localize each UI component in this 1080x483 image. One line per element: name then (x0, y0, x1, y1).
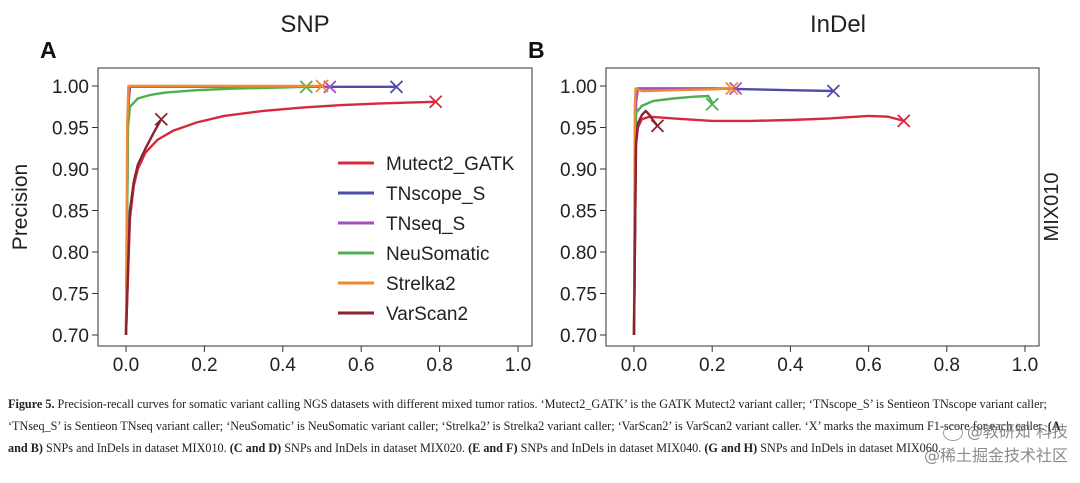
caption-ref-cd: (C and D) (229, 441, 282, 455)
watermark-line-1: @教研知 科技 (966, 422, 1068, 441)
panel-a-xtick-label: 0.4 (270, 355, 297, 376)
caption-text-2: SNPs and InDels in dataset MIX010. (42, 441, 230, 455)
panel-a-xtick-label: 0.2 (191, 355, 217, 376)
watermark-line-2: @稀土掘金技术社区 (923, 446, 1068, 465)
panel-b-series-varscan2 (632, 109, 659, 336)
panel-b-xtick-label: 0.6 (855, 355, 881, 376)
panel-b-best-f1-marker-neusomatic (705, 97, 719, 111)
caption-ref-ef: (E and F) (468, 441, 518, 455)
panel-a-series-varscan2 (124, 118, 163, 336)
legend-label-tnseq-s: TNseq_S (386, 214, 465, 235)
panel-a-ytick-label: 0.75 (52, 285, 89, 306)
panel-b-ytick-label: 0.80 (560, 243, 597, 264)
panel-a-xtick-label: 1.0 (505, 355, 531, 376)
panel-a-ytick-label: 0.90 (52, 160, 89, 181)
panel-b-frame (605, 67, 1040, 347)
panel-b-ytick-label: 1.00 (560, 77, 597, 98)
wechat-icon (942, 424, 963, 441)
panel-b-xtick-label: 0.4 (777, 355, 804, 376)
panel-b-xtick-label: 0.0 (621, 355, 647, 376)
panel-a-series-neusomatic (124, 85, 307, 336)
panel-a-xtick-label: 0.0 (113, 355, 139, 376)
panel-b-title: InDel (810, 11, 866, 38)
panel-b-ytick-label: 0.95 (560, 119, 597, 140)
panel-a-xtick-label: 0.8 (426, 355, 452, 376)
legend-label-tnscope-s: TNscope_S (386, 184, 485, 205)
legend-label-varscan2: VarScan2 (386, 304, 468, 325)
legend-label-strelka2: Strelka2 (386, 274, 456, 295)
caption-text-5: SNPs and InDels in dataset MIX060. (757, 441, 942, 455)
panel-b-series-tnseq-s (632, 87, 736, 336)
panel-a-best-f1-marker-varscan2 (154, 112, 168, 126)
legend-label-neusomatic: NeuSomatic (386, 244, 490, 265)
panel-a-ytick-label: 0.85 (52, 202, 89, 223)
caption-text-4: SNPs and InDels in dataset MIX040. (517, 441, 705, 455)
panel-b-xtick-label: 0.8 (934, 355, 960, 376)
panel-b-series-strelka2 (632, 87, 732, 336)
panel-a-best-f1-marker-tnscope-s (389, 80, 404, 94)
panel-a-best-f1-marker-mutect2-gatk (429, 95, 443, 109)
panel-b-best-f1-marker-tnscope-s (826, 84, 841, 98)
panel-a-best-f1-marker-strelka2 (315, 79, 329, 93)
panel-b-best-f1-marker-tnseq-s (729, 81, 743, 96)
panel-a-xtick-label: 0.6 (348, 355, 374, 376)
panel-b-best-f1-marker-strelka2 (725, 81, 739, 96)
legend-label-mutect2-gatk: Mutect2_GATK (386, 154, 515, 175)
panel-b-side-label: MIX010 (1041, 173, 1063, 242)
panel-a-ytick-label: 1.00 (52, 77, 89, 98)
panel-b-series-mutect2-gatk (632, 114, 905, 336)
panel-b-ytick-label: 0.85 (560, 202, 597, 223)
panel-b-letter: B (528, 37, 545, 63)
panel-a-letter: A (40, 37, 57, 63)
figure-5-precision-recall: SNP A 0.70 0.75 0.80 0.85 0.90 0.95 1.00 0.0 0.2 0.… (9, 11, 1063, 376)
panel-b-ytick-label: 0.70 (560, 326, 597, 347)
panel-a-ylabel: Precision (9, 164, 32, 250)
panel-a-frame (97, 67, 533, 347)
panel-b-series-tnscope-s (632, 87, 834, 336)
panel-b-series-neusomatic (632, 94, 714, 336)
panel-a-ytick-label: 0.70 (52, 326, 89, 347)
panel-b-ytick-label: 0.90 (560, 160, 597, 181)
panel-b-ytick-label: 0.75 (560, 285, 597, 306)
caption-text-3: SNPs and InDels in dataset MIX020. (281, 441, 469, 455)
panel-b-best-f1-marker-varscan2 (650, 119, 665, 133)
caption-text-1: Precision-recall curves for somatic vari… (8, 397, 1048, 433)
panel-a-ytick-label: 0.80 (52, 243, 89, 264)
panel-b-xtick-label: 0.2 (699, 355, 725, 376)
panel-b-best-f1-marker-mutect2-gatk (897, 114, 911, 128)
caption-label: Figure 5. (8, 397, 55, 411)
panel-a-title: SNP (280, 11, 329, 38)
panel-b-xtick-label: 1.0 (1012, 355, 1038, 376)
watermark: @教研知 科技 @稀土掘金技术社区 (878, 420, 1068, 472)
panel-a-ytick-label: 0.95 (52, 119, 89, 140)
caption-ref-ab: (A and B) (8, 419, 1060, 455)
figure-caption: Figure 5. Precision-recall curves for so… (8, 393, 1070, 459)
caption-ref-gh: (G and H) (704, 441, 758, 455)
panel-a-series-strelka2 (124, 84, 322, 336)
